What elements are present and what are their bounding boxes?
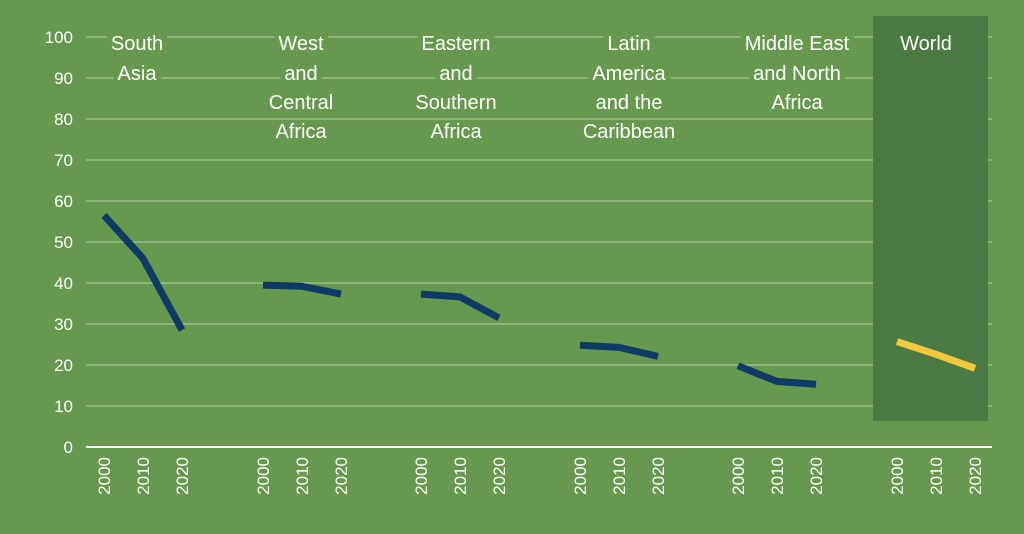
x-tick-label: 2020 — [490, 457, 509, 495]
x-tick-label: 2010 — [293, 457, 312, 495]
series-line-south-asia — [101, 213, 186, 332]
x-tick-label: 2010 — [768, 457, 787, 495]
y-tick-label: 40 — [54, 274, 73, 293]
x-tick-label: 2010 — [134, 457, 153, 495]
series-line-world — [895, 338, 977, 372]
highlight-panel-layer — [873, 16, 988, 421]
region-label-mask — [588, 63, 671, 85]
region-label-mask — [417, 33, 495, 55]
region-label-line: Africa — [275, 121, 327, 143]
x-tick-label: 2000 — [412, 457, 431, 495]
region-label-line: Africa — [771, 92, 823, 114]
y-tick-label: 80 — [54, 110, 73, 129]
gridlines — [86, 36, 992, 407]
x-tick-label: 2020 — [173, 457, 192, 495]
x-tick-label: 2000 — [95, 457, 114, 495]
y-tick-label: 0 — [64, 438, 73, 457]
region-label-mask — [591, 92, 667, 114]
region-label-line: and — [439, 63, 472, 85]
y-tick-label: 10 — [54, 397, 73, 416]
region-label-mask — [740, 33, 854, 55]
region-label-line: Asia — [118, 63, 158, 85]
region-label-line: Central — [269, 92, 333, 114]
region-label-mask — [411, 92, 501, 114]
y-tick-label: 50 — [54, 233, 73, 252]
region-label-mask — [264, 92, 338, 114]
x-tick-label: 2020 — [966, 457, 985, 495]
y-axis: 0 10 20 30 40 50 60 70 80 90 100 — [45, 28, 73, 457]
region-label-mask — [426, 121, 487, 143]
region-label-mask — [603, 33, 655, 55]
x-tick-label: 2000 — [254, 457, 273, 495]
x-tick-label: 2020 — [649, 457, 668, 495]
x-tick-label: 2010 — [610, 457, 629, 495]
series-line-latin-america-and-the-caribbean — [579, 341, 659, 360]
y-tick-label: 100 — [45, 28, 73, 47]
region-label-line: America — [592, 63, 666, 85]
region-label-line: and the — [596, 92, 663, 114]
y-tick-label: 20 — [54, 356, 73, 375]
series-line-eastern-and-southern-africa — [420, 290, 501, 321]
region-label-line: and — [284, 63, 317, 85]
y-tick-label: 30 — [54, 315, 73, 334]
region-label-mask — [578, 121, 680, 143]
region-label-line: West — [278, 33, 324, 55]
region-label-line: Latin — [607, 33, 650, 55]
region-labels: South Asia West and Central Africa Eastern and S… — [106, 33, 956, 143]
region-label-mask — [274, 33, 329, 55]
region-label-line: Southern — [415, 92, 496, 114]
region-label-mask — [113, 63, 162, 85]
region-label-line: Africa — [430, 121, 482, 143]
region-label-line: Middle East — [745, 33, 850, 55]
region-label-mask — [767, 92, 828, 114]
region-label-line: Caribbean — [583, 121, 675, 143]
x-tick-label: 2000 — [729, 457, 748, 495]
region-label-mask — [280, 63, 322, 85]
x-tick-label: 2020 — [807, 457, 826, 495]
x-tick-label: 2010 — [451, 457, 470, 495]
y-tick-label: 70 — [54, 151, 73, 170]
series-line-west-and-central-africa — [262, 281, 342, 298]
x-axis: 2000 2010 2020 2000 2010 2020 2000 2010 2020 2000… — [95, 457, 985, 495]
x-tick-label: 2000 — [888, 457, 907, 495]
region-label-mask — [749, 63, 845, 85]
region-label-mask — [896, 33, 956, 55]
x-tick-label: 2000 — [571, 457, 590, 495]
series-lines — [101, 213, 977, 388]
region-label-mask — [106, 33, 168, 55]
region-label-line: and North — [753, 63, 841, 85]
region-label-mask — [435, 63, 477, 85]
region-label-mask — [271, 121, 332, 143]
world-highlight-panel — [873, 16, 988, 421]
series-line-middle-east-and-north-africa — [736, 362, 817, 388]
y-tick-label: 60 — [54, 192, 73, 211]
y-tick-label: 90 — [54, 69, 73, 88]
region-label-line: World — [900, 33, 952, 55]
x-tick-label: 2020 — [332, 457, 351, 495]
region-label-line: South — [111, 33, 163, 55]
x-tick-label: 2010 — [927, 457, 946, 495]
region-label-line: Eastern — [422, 33, 491, 55]
